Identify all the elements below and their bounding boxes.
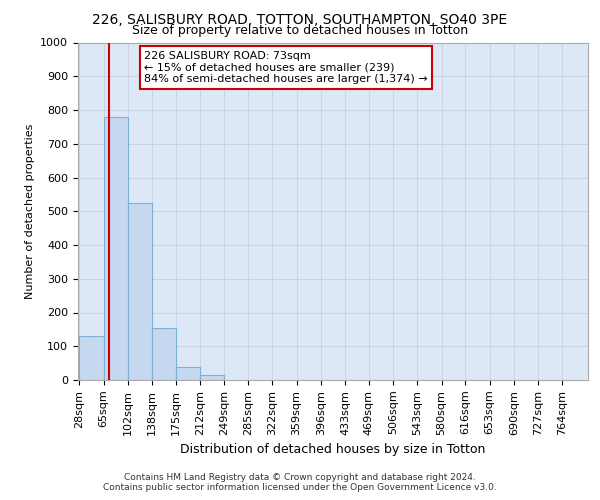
Text: Size of property relative to detached houses in Totton: Size of property relative to detached ho… <box>132 24 468 37</box>
Y-axis label: Number of detached properties: Number of detached properties <box>25 124 35 299</box>
Text: 226, SALISBURY ROAD, TOTTON, SOUTHAMPTON, SO40 3PE: 226, SALISBURY ROAD, TOTTON, SOUTHAMPTON… <box>92 12 508 26</box>
Bar <box>128 203 152 380</box>
Bar <box>152 328 176 380</box>
Text: Contains HM Land Registry data © Crown copyright and database right 2024.
Contai: Contains HM Land Registry data © Crown c… <box>103 473 497 492</box>
X-axis label: Distribution of detached houses by size in Totton: Distribution of detached houses by size … <box>181 443 485 456</box>
Bar <box>176 366 200 380</box>
Bar <box>104 116 128 380</box>
Text: 226 SALISBURY ROAD: 73sqm
← 15% of detached houses are smaller (239)
84% of semi: 226 SALISBURY ROAD: 73sqm ← 15% of detac… <box>145 51 428 84</box>
Bar <box>79 336 104 380</box>
Bar <box>200 375 224 380</box>
